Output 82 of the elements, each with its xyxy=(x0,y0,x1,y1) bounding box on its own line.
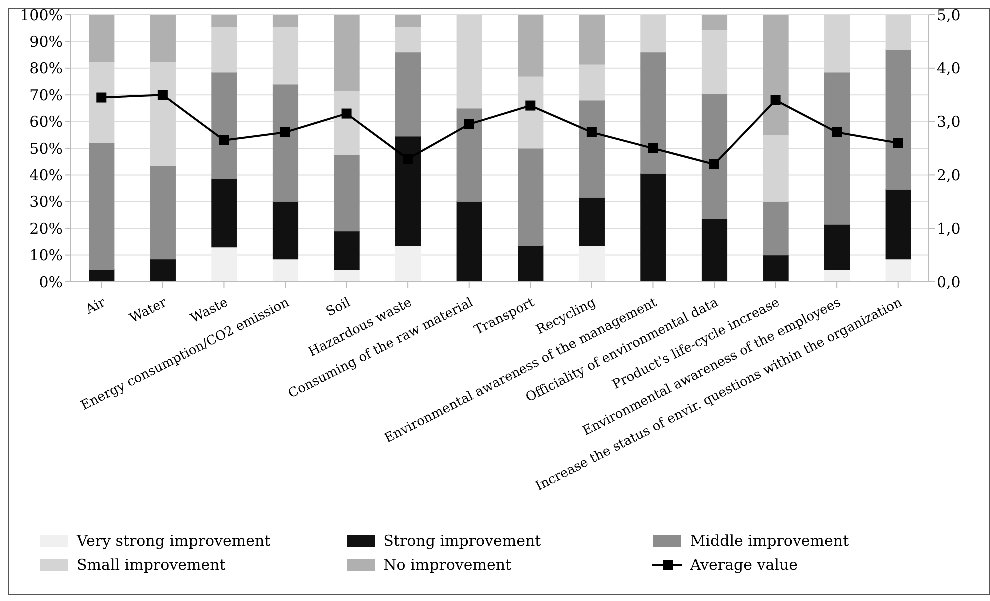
bar xyxy=(396,246,422,282)
y2-tick-label: 2,0 xyxy=(937,166,961,185)
bar xyxy=(334,230,360,270)
bar xyxy=(272,202,299,260)
bar xyxy=(89,15,115,62)
y-tick-label: 60% xyxy=(30,113,63,132)
legend-label: Middle improvement xyxy=(690,532,850,550)
bar xyxy=(272,15,299,28)
point xyxy=(158,90,168,100)
y-tick-label: 80% xyxy=(30,60,63,78)
bar xyxy=(456,108,482,202)
legend-label: No improvement xyxy=(384,556,512,574)
point xyxy=(893,138,904,148)
bar xyxy=(824,72,850,225)
legend-label: Strong improvement xyxy=(384,532,542,550)
bar xyxy=(702,15,728,30)
point xyxy=(464,119,474,130)
bar xyxy=(456,202,482,282)
x-tick-label: Soil xyxy=(324,295,354,320)
legend-label: Very strong improvement xyxy=(77,532,271,550)
y2-tick-label: 1,0 xyxy=(937,220,961,238)
point xyxy=(219,135,230,146)
bar xyxy=(763,255,789,282)
y2-tick-label: 3,0 xyxy=(937,113,961,132)
y-tick-label: 70% xyxy=(30,86,63,104)
point xyxy=(832,127,842,138)
point xyxy=(770,95,781,106)
bar xyxy=(579,100,605,198)
bar xyxy=(212,15,238,28)
bar xyxy=(212,178,238,248)
x-tick-label: Waste xyxy=(188,295,232,327)
bar xyxy=(824,224,850,270)
bar xyxy=(334,270,360,282)
bar xyxy=(763,202,789,256)
y-tick-label: 50% xyxy=(30,140,63,158)
bar xyxy=(640,52,666,174)
y-tick-label: 40% xyxy=(30,166,63,185)
y-tick-label: 30% xyxy=(30,193,63,212)
y-tick-label: 100% xyxy=(20,6,63,24)
legend-label: Average value xyxy=(690,556,798,574)
bar xyxy=(702,93,728,220)
bar xyxy=(212,246,238,282)
bar xyxy=(89,142,115,270)
bar xyxy=(272,259,299,282)
bar xyxy=(702,218,728,282)
y2-tick-label: 0,0 xyxy=(937,273,961,292)
bar xyxy=(334,154,360,232)
point xyxy=(648,144,658,154)
y-tick-label: 0% xyxy=(39,273,63,292)
bar xyxy=(886,190,912,260)
bar xyxy=(763,15,789,136)
point xyxy=(526,100,536,111)
bar xyxy=(518,15,544,77)
y2-tick-label: 4,0 xyxy=(937,60,961,78)
bar xyxy=(334,15,360,92)
bar xyxy=(518,246,544,282)
x-tick-label: Air xyxy=(82,295,109,318)
point xyxy=(96,92,107,103)
point xyxy=(342,108,352,119)
bar xyxy=(579,198,605,246)
y2-tick-label: 5,0 xyxy=(937,6,961,24)
legend-label: Small improvement xyxy=(77,556,226,574)
point xyxy=(710,160,720,170)
bar xyxy=(396,136,422,246)
bar xyxy=(396,52,422,137)
bar xyxy=(150,166,176,260)
bar xyxy=(579,246,605,282)
bar xyxy=(150,15,176,62)
y-tick-label: 10% xyxy=(30,246,63,265)
point xyxy=(586,127,597,138)
y-tick-label: 90% xyxy=(30,33,63,52)
bar xyxy=(212,72,238,180)
point xyxy=(280,127,290,138)
bar xyxy=(886,49,912,190)
bar xyxy=(640,174,666,282)
bar xyxy=(396,15,422,28)
y-tick-label: 20% xyxy=(30,220,63,238)
bar xyxy=(272,84,299,202)
bar xyxy=(518,148,544,246)
bar xyxy=(579,15,605,65)
bar xyxy=(150,259,176,282)
bar xyxy=(886,259,912,282)
